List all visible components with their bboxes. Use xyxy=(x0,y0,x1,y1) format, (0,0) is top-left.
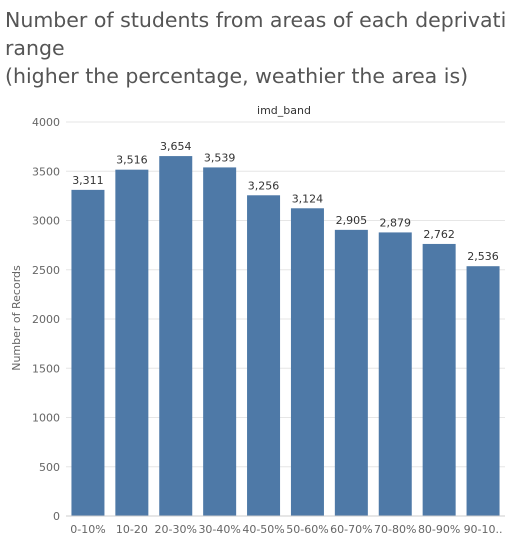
y-tick-label: 3500 xyxy=(32,165,60,178)
y-tick-label: 1000 xyxy=(32,412,60,425)
y-tick-label: 2500 xyxy=(32,264,60,277)
data-label: 3,654 xyxy=(160,140,192,153)
y-tick-label: 4000 xyxy=(32,116,60,129)
data-label: 2,905 xyxy=(336,214,368,227)
data-label: 3,539 xyxy=(204,151,236,164)
bar xyxy=(159,156,192,516)
y-tick-label: 0 xyxy=(53,510,60,523)
bar xyxy=(115,170,148,516)
x-tick-label: 40-50% xyxy=(242,523,284,536)
y-tick-label: 500 xyxy=(39,461,60,474)
x-axis: 0-10% 10-20 20-30% 30-40% 40-50% 50-60% 60-70%… xyxy=(66,516,505,536)
data-label: 3,311 xyxy=(72,174,104,187)
x-tick-label: 70-80% xyxy=(374,523,416,536)
y-tick-label: 1500 xyxy=(32,362,60,375)
bar xyxy=(291,208,324,516)
x-tick-label: 90-10.. xyxy=(464,523,503,536)
data-label: 2,879 xyxy=(380,216,412,229)
bars xyxy=(71,156,499,516)
bar xyxy=(203,167,236,516)
y-axis-title: Number of Records xyxy=(10,265,23,371)
bar xyxy=(247,195,280,516)
x-tick-label: 30-40% xyxy=(198,523,240,536)
data-label: 3,256 xyxy=(248,179,280,192)
data-label: 2,762 xyxy=(423,228,455,241)
bar xyxy=(467,266,500,516)
bar xyxy=(379,232,412,516)
x-tick-label: 20-30% xyxy=(155,523,197,536)
data-label: 3,124 xyxy=(292,192,324,205)
bar xyxy=(335,230,368,516)
bar xyxy=(71,190,104,516)
data-label: 3,516 xyxy=(116,154,148,167)
bar xyxy=(423,244,456,516)
y-axis: 0 500 1000 1500 2000 2500 3000 3500 4000 xyxy=(32,116,60,523)
column-header: imd_band xyxy=(257,104,311,117)
x-tick-label: 60-70% xyxy=(330,523,372,536)
y-tick-label: 3000 xyxy=(32,215,60,228)
x-tick-label: 0-10% xyxy=(70,523,105,536)
x-tick-label: 80-90% xyxy=(418,523,460,536)
y-tick-label: 2000 xyxy=(32,313,60,326)
x-tick-label: 10-20 xyxy=(116,523,148,536)
x-tick-label: 50-60% xyxy=(286,523,328,536)
data-label: 2,536 xyxy=(467,250,499,263)
